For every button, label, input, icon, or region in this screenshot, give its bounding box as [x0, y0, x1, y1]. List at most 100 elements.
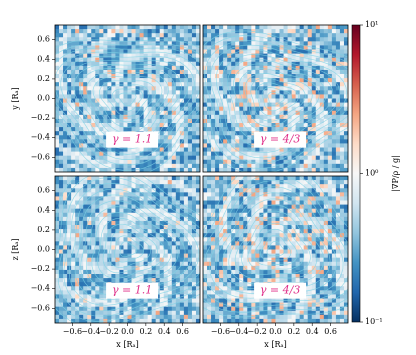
field-cell: [184, 70, 188, 74]
field-cell: [239, 311, 243, 315]
field-cell: [328, 152, 332, 156]
field-cell: [271, 29, 275, 33]
field-cell: [59, 270, 63, 274]
field-cell: [340, 139, 344, 143]
field-cell: [215, 286, 219, 290]
field-cell: [255, 229, 259, 233]
field-cell: [324, 33, 328, 37]
field-cell: [59, 152, 63, 156]
field-cell: [180, 86, 184, 90]
field-cell: [203, 29, 207, 33]
field-cell: [296, 156, 300, 160]
field-cell: [83, 37, 87, 41]
field-cell: [140, 25, 144, 29]
field-cell: [336, 156, 340, 160]
field-cell: [215, 245, 219, 249]
field-cell: [312, 254, 316, 258]
field-cell: [107, 176, 111, 180]
field-cell: [207, 66, 211, 70]
field-cell: [79, 233, 83, 237]
field-cell: [123, 148, 127, 152]
field-cell: [63, 160, 67, 164]
field-cell: [211, 270, 215, 274]
field-cell: [292, 315, 296, 319]
field-cell: [184, 311, 188, 315]
field-cell: [67, 143, 71, 147]
field-cell: [71, 176, 75, 180]
field-cell: [59, 94, 63, 98]
field-cell: [251, 45, 255, 49]
field-cell: [316, 41, 320, 45]
field-cell: [91, 54, 95, 58]
field-cell: [207, 188, 211, 192]
field-cell: [332, 82, 336, 86]
field-cell: [207, 25, 211, 29]
field-cell: [231, 266, 235, 270]
y-tick-label: 0.0: [37, 245, 50, 254]
field-cell: [140, 62, 144, 66]
field-cell: [103, 62, 107, 66]
field-cell: [231, 94, 235, 98]
y-axis-label: y [Rₐ]: [11, 87, 20, 110]
field-cell: [144, 37, 148, 41]
field-cell: [111, 41, 115, 45]
field-cell: [192, 127, 196, 131]
field-cell: [95, 90, 99, 94]
field-cell: [296, 184, 300, 188]
field-cell: [284, 307, 288, 311]
field-cell: [312, 315, 316, 319]
field-cell: [188, 229, 192, 233]
field-cell: [332, 33, 336, 37]
field-cell: [107, 62, 111, 66]
field-cell: [156, 217, 160, 221]
field-cell: [243, 303, 247, 307]
field-cell: [99, 82, 103, 86]
field-cell: [91, 233, 95, 237]
y-tick-label: −0.4: [31, 284, 50, 293]
field-cell: [328, 160, 332, 164]
field-cell: [91, 160, 95, 164]
field-cell: [83, 274, 87, 278]
field-cell: [115, 50, 119, 54]
field-cell: [59, 135, 63, 139]
field-cell: [247, 290, 251, 294]
field-cell: [219, 164, 223, 168]
field-cell: [55, 33, 59, 37]
field-cell: [59, 143, 63, 147]
field-cell: [107, 94, 111, 98]
field-cell: [284, 254, 288, 258]
field-cell: [172, 315, 176, 319]
field-cell: [119, 213, 123, 217]
field-cell: [140, 205, 144, 209]
field-cell: [152, 82, 156, 86]
field-cell: [267, 250, 271, 254]
field-cell: [235, 303, 239, 307]
field-cell: [67, 237, 71, 241]
field-cell: [79, 307, 83, 311]
field-cell: [255, 29, 259, 33]
field-cell: [91, 299, 95, 303]
field-cell: [132, 66, 136, 70]
field-cell: [280, 299, 284, 303]
field-cell: [59, 233, 63, 237]
field-cell: [123, 254, 127, 258]
field-cell: [263, 270, 267, 274]
field-cell: [316, 156, 320, 160]
x-tick-label: −0.2: [99, 327, 118, 336]
field-cell: [219, 180, 223, 184]
field-cell: [336, 148, 340, 152]
field-cell: [107, 50, 111, 54]
field-cell: [259, 196, 263, 200]
field-cell: [140, 70, 144, 74]
field-cell: [308, 274, 312, 278]
field-cell: [55, 221, 59, 225]
field-cell: [304, 176, 308, 180]
field-cell: [128, 78, 132, 82]
field-cell: [255, 148, 259, 152]
field-cell: [55, 274, 59, 278]
field-cell: [107, 209, 111, 213]
field-cell: [332, 29, 336, 33]
field-cell: [243, 254, 247, 258]
field-cell: [172, 192, 176, 196]
field-cell: [223, 86, 227, 90]
